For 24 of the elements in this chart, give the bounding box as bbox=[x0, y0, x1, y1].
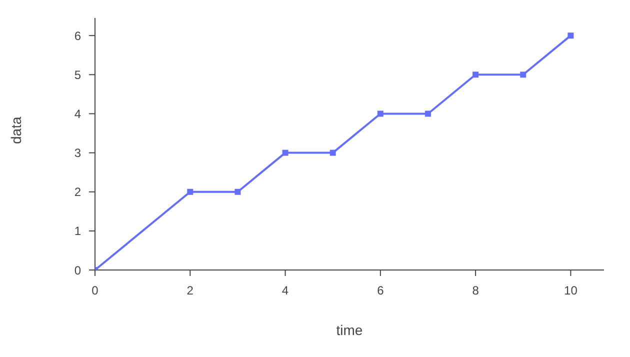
point bbox=[424, 110, 431, 117]
point bbox=[234, 188, 241, 195]
x-tick-label: 10 bbox=[564, 284, 578, 298]
point bbox=[472, 72, 479, 78]
x-tick-label: 4 bbox=[282, 284, 289, 298]
y-tick-label: 3 bbox=[74, 146, 82, 160]
y-tick-label: 6 bbox=[74, 28, 82, 43]
y-tick-label: 2 bbox=[74, 185, 82, 200]
x-tick-label: 2 bbox=[186, 284, 194, 298]
x-tick-label: 6 bbox=[377, 284, 384, 298]
point bbox=[330, 150, 336, 156]
y-tick-label: 4 bbox=[74, 106, 82, 121]
y-tick-label: 0 bbox=[74, 263, 82, 278]
x-axis-title: time bbox=[336, 322, 363, 338]
point bbox=[377, 110, 384, 117]
x-tick-label: 8 bbox=[472, 284, 480, 298]
point bbox=[520, 72, 526, 78]
y-tick-label: 5 bbox=[74, 68, 82, 82]
point bbox=[187, 188, 194, 195]
y-tick-label: 1 bbox=[74, 224, 82, 238]
y-axis-title: data bbox=[8, 116, 24, 144]
point bbox=[282, 150, 288, 156]
x-tick-label: 0 bbox=[92, 284, 99, 298]
point bbox=[568, 32, 574, 39]
